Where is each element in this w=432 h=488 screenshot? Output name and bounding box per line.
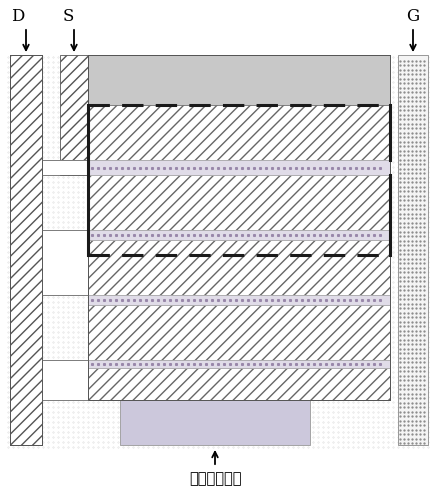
Bar [42, 160, 88, 175]
Bar [88, 295, 390, 305]
Bar [88, 55, 390, 400]
Bar [88, 360, 390, 368]
Text: S: S [62, 8, 74, 25]
Bar [88, 175, 390, 230]
Text: 石墨烯沟道层: 石墨烯沟道层 [190, 471, 242, 486]
Bar [88, 160, 390, 175]
Bar [398, 55, 428, 445]
Bar [88, 230, 390, 240]
Bar [42, 360, 88, 400]
Bar [88, 368, 390, 400]
Bar [60, 55, 88, 175]
Bar [120, 400, 310, 445]
Text: G: G [407, 8, 419, 25]
Bar [88, 305, 390, 360]
Text: D: D [11, 8, 25, 25]
Bar [88, 55, 390, 105]
Bar [88, 105, 390, 160]
Bar [10, 55, 42, 445]
Bar [42, 230, 88, 295]
Bar [88, 240, 390, 295]
